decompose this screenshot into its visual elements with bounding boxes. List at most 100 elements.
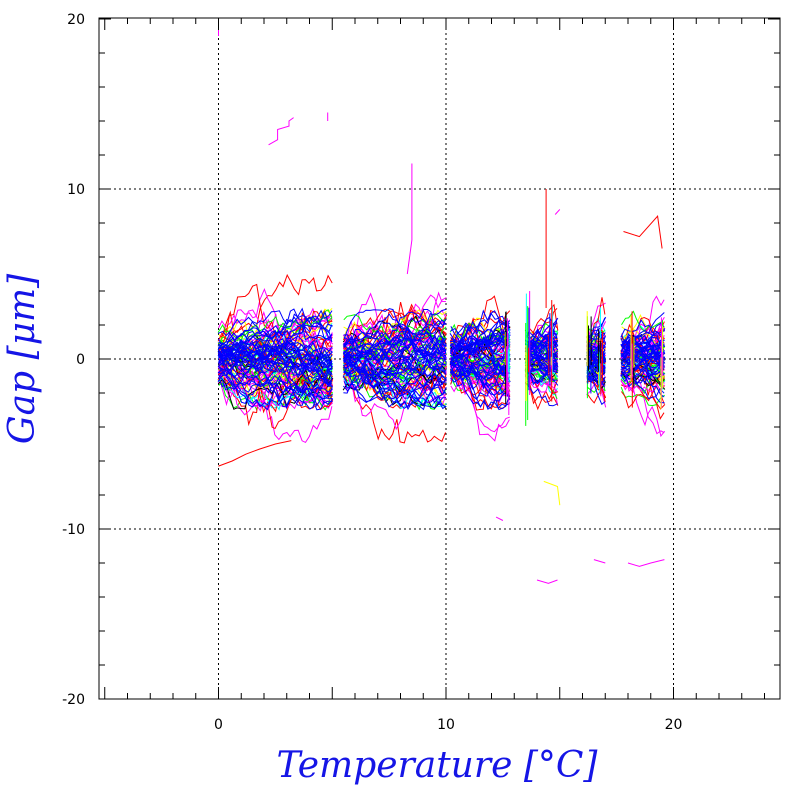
gap-trace	[620, 330, 666, 352]
gap-trace	[342, 318, 447, 363]
gap-trace	[343, 308, 447, 359]
gap-trace	[217, 283, 333, 358]
gap-trace	[217, 341, 333, 398]
y-tick-label: -10	[62, 522, 85, 538]
gap-trace	[524, 382, 559, 407]
outlier-trace	[406, 163, 413, 275]
gap-trace	[620, 391, 666, 410]
gap-trace	[218, 350, 333, 382]
gap-trace	[217, 340, 333, 394]
gap-trace	[620, 319, 666, 338]
gap-trace	[620, 371, 665, 404]
gap-trace	[621, 312, 665, 343]
gap-trace	[620, 354, 665, 376]
gap-trace	[218, 339, 333, 373]
gap-trace	[450, 372, 511, 410]
gap-trace	[586, 375, 606, 381]
gap-trace	[450, 323, 511, 349]
outlier-series	[218, 19, 665, 584]
y-tick-label: 10	[67, 182, 85, 198]
gap-trace	[621, 350, 665, 366]
gap-trace	[620, 353, 665, 379]
outlier-trace	[536, 579, 558, 584]
gap-trace	[343, 322, 447, 364]
gap-trace	[450, 362, 511, 401]
gap-trace	[343, 377, 447, 410]
y-tick-label: 0	[76, 352, 85, 368]
gap-trace	[343, 309, 447, 354]
gap-trace	[450, 332, 511, 357]
gap-trace	[586, 302, 606, 346]
gap-trace	[586, 316, 607, 344]
y-tick-label: -20	[62, 692, 85, 708]
gap-trace	[450, 317, 510, 347]
gap-trace	[450, 312, 510, 342]
outlier-trace	[627, 559, 665, 567]
gap-trace	[586, 318, 607, 351]
outlier-trace	[495, 516, 504, 521]
gap-trace	[218, 307, 333, 347]
x-tick-label: 0	[214, 717, 223, 733]
gap-trace	[343, 359, 447, 381]
gap-trace	[449, 340, 511, 359]
gap-trace	[343, 369, 446, 407]
gap-trace	[449, 362, 510, 390]
gap-trace	[217, 374, 334, 411]
gap-trace	[217, 338, 333, 376]
gap-trace	[217, 273, 333, 347]
gap-trace	[449, 319, 510, 369]
x-tick-label: 20	[665, 717, 683, 733]
gap-trace	[450, 342, 510, 398]
gap-trace	[343, 313, 446, 349]
gap-trace	[621, 322, 665, 350]
gap-trace	[620, 344, 665, 361]
gap-trace	[586, 332, 606, 353]
gap-trace	[450, 334, 511, 364]
y-axis-title: Gap [μm]	[2, 273, 43, 444]
gap-trace	[343, 332, 447, 356]
gap-trace	[218, 352, 334, 404]
gap-trace	[342, 357, 447, 389]
gap-trace	[586, 375, 606, 386]
gap-trace	[450, 309, 511, 347]
gap-trace	[620, 374, 665, 400]
x-tick-label: 10	[437, 717, 455, 733]
gap-trace	[620, 350, 665, 367]
gap-trace	[218, 374, 333, 408]
gap-trace	[343, 371, 447, 405]
gap-trace	[450, 367, 511, 410]
outlier-trace	[268, 117, 294, 146]
gap-trace	[218, 322, 333, 368]
gap-trace	[343, 326, 447, 356]
gap-trace	[621, 349, 665, 398]
gap-trace	[343, 345, 447, 394]
gap-trace	[586, 352, 606, 359]
x-axis-title: Temperature [°C]	[277, 745, 599, 786]
gap-trace	[586, 372, 606, 406]
gap-trace	[621, 331, 665, 355]
gap-trace	[450, 350, 511, 377]
gap-trace	[218, 340, 333, 380]
gap-trace	[621, 350, 665, 375]
gap-trace	[343, 331, 447, 375]
gap-trace	[218, 338, 333, 370]
gap-trace	[621, 368, 665, 388]
axis-ticks	[99, 18, 780, 700]
gap-trace	[343, 357, 447, 410]
gap-trace	[586, 387, 607, 404]
gap-trace	[218, 346, 333, 376]
gap-trace	[217, 365, 333, 410]
gap-trace	[343, 333, 446, 371]
gap-trace	[218, 362, 333, 385]
gap-trace	[343, 348, 446, 385]
gap-trace	[343, 352, 446, 399]
gap-trace	[450, 356, 510, 376]
gap-trace	[621, 310, 665, 333]
gap-trace	[621, 340, 665, 367]
y-tick-label: 20	[67, 12, 85, 28]
outlier-trace	[593, 559, 606, 564]
outlier-trace	[554, 209, 561, 215]
gap-trace	[218, 316, 333, 367]
gap-trace	[343, 314, 447, 342]
